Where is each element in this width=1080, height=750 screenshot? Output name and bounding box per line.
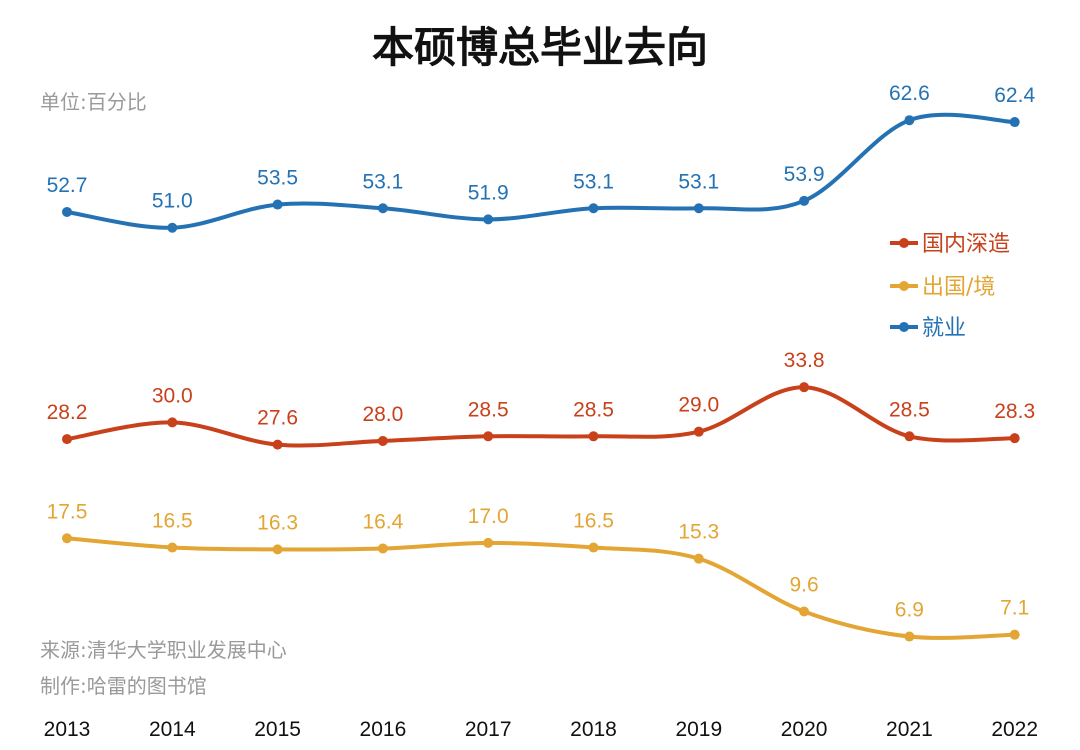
data-label: 17.5 — [47, 500, 88, 523]
data-label: 28.2 — [47, 401, 88, 424]
series-line — [65, 536, 1017, 640]
data-point — [1009, 117, 1020, 128]
data-label: 52.7 — [47, 174, 88, 197]
data-point — [693, 203, 704, 214]
x-axis: 2013 2014 2015 2016 2017 2018 2019 2020 2021 2022 — [44, 718, 1038, 741]
legend-swatch-marker — [899, 322, 909, 332]
data-label: 17.0 — [468, 505, 509, 528]
data-label: 53.1 — [362, 170, 403, 193]
series-2: 17.5 16.5 16.3 16.4 17.0 16.5 15.3 9.6 6.9 7.1 — [47, 500, 1029, 642]
series-line — [65, 385, 1017, 448]
series-line — [65, 112, 1017, 230]
data-point — [167, 222, 178, 233]
series-layer: 28.2 30.0 27.6 28.0 28.5 28.5 29.0 33.8 28.5 28.3… — [47, 82, 1035, 642]
data-label: 62.4 — [994, 84, 1035, 107]
data-label: 53.5 — [257, 167, 298, 190]
unit-note: 单位:百分比 — [40, 90, 147, 114]
data-label: 16.4 — [362, 510, 403, 533]
data-point — [272, 199, 283, 210]
x-tick-label: 2018 — [570, 718, 617, 741]
data-point — [904, 115, 915, 126]
data-point — [799, 195, 810, 206]
data-label: 27.6 — [257, 407, 298, 430]
x-tick-label: 2013 — [44, 718, 91, 741]
data-point — [588, 542, 599, 553]
data-point — [377, 543, 388, 554]
data-point — [1009, 433, 1020, 444]
x-tick-label: 2016 — [360, 718, 407, 741]
legend-swatch-marker — [899, 281, 909, 291]
data-label: 62.6 — [889, 82, 930, 105]
data-label: 16.5 — [152, 510, 193, 533]
series-3: 52.7 51.0 53.5 53.1 51.9 53.1 53.1 53.9 62.6 62.4 — [47, 82, 1035, 233]
data-point — [62, 533, 72, 544]
data-point — [167, 542, 178, 553]
data-label: 30.0 — [152, 384, 193, 407]
data-point — [272, 439, 283, 450]
data-point — [272, 544, 283, 555]
data-point — [1009, 629, 1020, 640]
data-label: 53.9 — [784, 163, 825, 186]
chart-title: 本硕博总毕业去向 — [372, 23, 708, 72]
legend-label: 国内深造 — [922, 232, 1010, 257]
data-point — [588, 431, 599, 442]
data-label: 7.1 — [1000, 597, 1029, 620]
data-label: 33.8 — [784, 349, 825, 372]
data-label: 53.1 — [573, 170, 614, 193]
data-label: 28.5 — [468, 398, 509, 421]
x-tick-label: 2020 — [781, 718, 828, 741]
legend-item: 出国/境 — [890, 275, 995, 300]
data-point — [799, 606, 810, 617]
data-point — [377, 203, 388, 214]
x-tick-label: 2017 — [465, 718, 512, 741]
source-note: 来源:清华大学职业发展中心 — [40, 638, 287, 662]
x-tick-label: 2015 — [254, 718, 301, 741]
legend-swatch-marker — [899, 238, 909, 248]
data-point — [588, 203, 599, 214]
data-point — [904, 631, 915, 642]
data-label: 51.9 — [468, 181, 509, 204]
data-point — [167, 417, 178, 428]
data-point — [377, 435, 388, 446]
data-label: 28.0 — [362, 403, 403, 426]
legend-label: 出国/境 — [922, 275, 995, 300]
data-label: 28.5 — [573, 398, 614, 421]
data-label: 15.3 — [678, 521, 719, 544]
data-label: 29.0 — [678, 394, 719, 417]
data-label: 6.9 — [895, 599, 924, 622]
data-point — [904, 431, 915, 442]
data-label: 9.6 — [789, 574, 818, 597]
data-point — [62, 206, 72, 217]
legend-label: 就业 — [922, 316, 966, 341]
x-tick-label: 2014 — [149, 718, 196, 741]
legend-item: 国内深造 — [890, 232, 1010, 257]
data-label: 16.3 — [257, 511, 298, 534]
series-1: 28.2 30.0 27.6 28.0 28.5 28.5 29.0 33.8 28.5 28.3 — [47, 349, 1035, 450]
x-tick-label: 2021 — [886, 718, 933, 741]
data-point — [799, 382, 810, 393]
legend-item: 就业 — [890, 316, 966, 341]
data-label: 28.3 — [994, 400, 1035, 423]
data-point — [62, 434, 72, 445]
data-label: 51.0 — [152, 190, 193, 213]
data-label: 16.5 — [573, 510, 614, 533]
author-note: 制作:哈雷的图书馆 — [40, 674, 207, 698]
data-label: 53.1 — [678, 170, 719, 193]
data-label: 28.5 — [889, 398, 930, 421]
data-point — [483, 214, 494, 225]
data-point — [693, 553, 704, 564]
data-point — [483, 431, 494, 442]
data-point — [483, 537, 494, 548]
data-point — [693, 426, 704, 437]
x-tick-label: 2022 — [991, 718, 1038, 741]
x-tick-label: 2019 — [675, 718, 722, 741]
